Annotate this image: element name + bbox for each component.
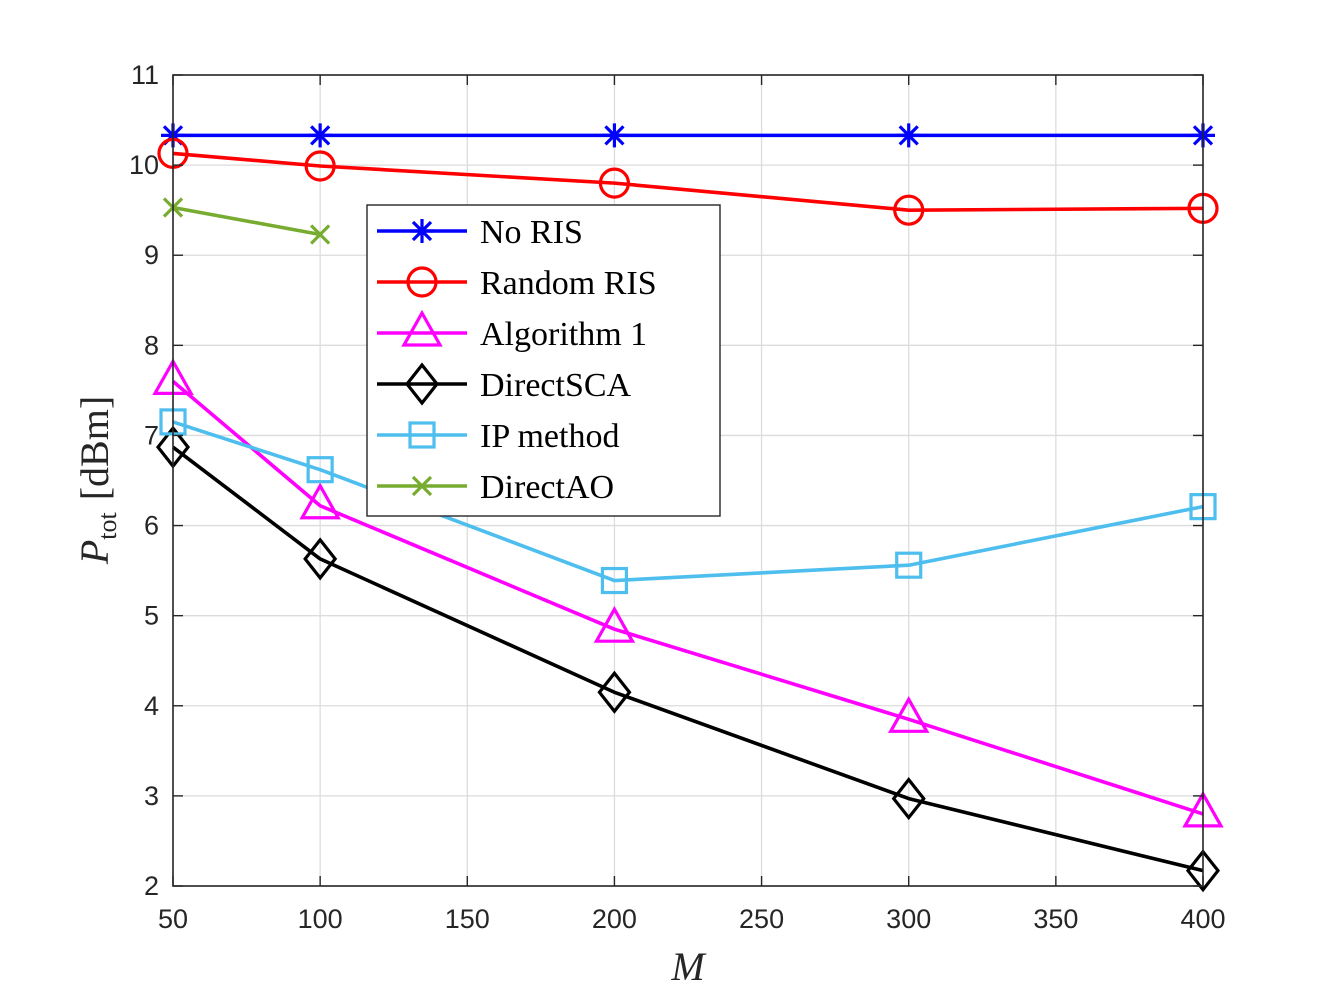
legend-item-algorithm-1: Algorithm 1 (377, 309, 647, 353)
data-point-directao (310, 224, 331, 245)
y-axis-label-symbol: P (72, 540, 117, 565)
series-line-directao (172, 205, 321, 237)
legend-item-no-ris: No RIS (377, 214, 583, 251)
x-tick-label: 350 (1033, 904, 1078, 934)
data-point-algorithm-1 (593, 605, 636, 643)
y-tick-label: 6 (144, 511, 159, 541)
ticks: 50 100 150 200 250 300 350 400 2 3 4 5 6 7 8 9 10 11 (129, 60, 1226, 934)
data-point-random-ris (598, 167, 631, 199)
series-line-random-ris (172, 151, 1204, 212)
x-axis-label: M (670, 944, 707, 989)
legend-item-directsca: DirectSCA (377, 362, 632, 406)
legend-label: DirectSCA (480, 367, 632, 404)
data-point-random-ris (893, 194, 925, 226)
x-tick-label: 400 (1180, 904, 1225, 934)
y-tick-label: 9 (144, 240, 159, 270)
series-line-ip-method (172, 420, 1204, 583)
data-point-algorithm-1 (887, 696, 930, 733)
y-axis-label: Ptot [dBm] (72, 396, 122, 565)
data-point-ip-method (895, 551, 923, 579)
axes-box (172, 74, 1204, 887)
y-tick-label: 8 (144, 330, 159, 360)
data-point-no-ris (308, 123, 333, 148)
data-point-ip-method (600, 566, 629, 595)
data-point-ip-method (306, 456, 334, 484)
legend-label: Random RIS (480, 265, 657, 302)
x-tick-label: 50 (158, 904, 188, 934)
legend-marker (404, 362, 440, 406)
data-point-directsca (597, 670, 632, 714)
series-line-directsca (171, 445, 1204, 873)
y-tick-label: 5 (144, 601, 159, 631)
data-point-random-ris (304, 150, 336, 182)
data-point-algorithm-1 (299, 482, 341, 520)
y-tick-label: 2 (144, 871, 159, 901)
svg-text:Ptot[dBm]: Ptot [dBm] (72, 396, 122, 565)
data-point-no-ris (896, 123, 921, 148)
y-axis-label-unit: [dBm] (72, 396, 117, 500)
legend-marker (401, 309, 443, 347)
data-point-directsca (303, 537, 338, 581)
x-tick-label: 300 (886, 904, 931, 934)
y-tick-label: 11 (131, 60, 159, 90)
legend-label: IP method (480, 418, 619, 455)
legend-item-ip-method: IP method (377, 418, 619, 455)
legend-box (366, 204, 721, 517)
data-point-directsca (891, 777, 926, 821)
legend-marker (410, 219, 434, 243)
x-tick-label: 100 (298, 904, 343, 934)
x-tick-label: 200 (592, 904, 637, 934)
legend-label: No RIS (480, 214, 583, 251)
legend-marker (406, 266, 438, 298)
data-point-no-ris (602, 123, 627, 148)
legend-item-random-ris: Random RIS (377, 265, 657, 302)
legend-item-directao: DirectAO (377, 469, 614, 506)
legend-label: Algorithm 1 (480, 316, 647, 353)
x-tick-label: 150 (445, 904, 490, 934)
legend-label: DirectAO (480, 469, 614, 506)
data-point-directsca (1185, 849, 1221, 893)
y-tick-label: 3 (144, 781, 159, 811)
series-line-algorithm-1 (171, 380, 1204, 816)
y-tick-label: 7 (144, 420, 159, 450)
y-axis-label-subscript: tot (93, 512, 122, 540)
y-tick-label: 10 (129, 150, 159, 180)
legend: No RIS Random RIS Algorithm 1 DirectSCA IP m… (366, 204, 721, 517)
legend-marker (411, 475, 433, 497)
y-tick-label: 4 (144, 691, 159, 721)
legend-marker (408, 421, 436, 449)
x-tick-label: 250 (739, 904, 784, 934)
